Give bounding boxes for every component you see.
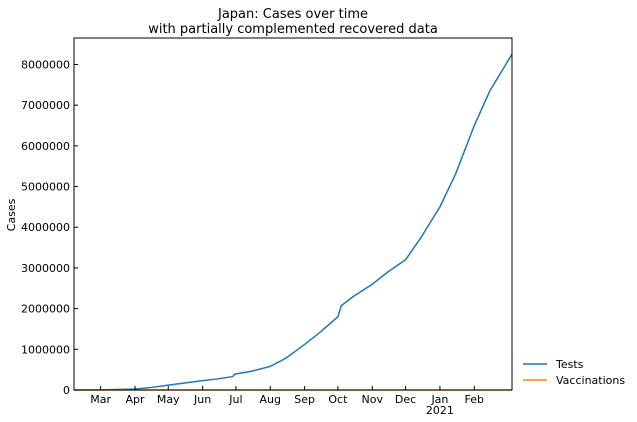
legend-label-vaccinations: Vaccinations (556, 374, 625, 387)
y-axis-ticks: 0 1000000 2000000 3000000 4000000 5000000 6000… (21, 58, 78, 397)
x-tick-label: Feb (465, 393, 484, 406)
x-tick-label: Oct (328, 393, 348, 406)
y-tick-label: 2000000 (21, 303, 70, 316)
x-tick-label: Sep (294, 393, 315, 406)
y-tick-label: 8000000 (21, 58, 70, 71)
chart-title-line2: with partially complemented recovered da… (148, 22, 438, 37)
series-line-tests (73, 53, 513, 391)
y-tick-label: 6000000 (21, 140, 70, 153)
x-tick-label: Jul (228, 393, 242, 406)
x-tick-label: Jan (430, 393, 448, 406)
y-axis-label: Cases (5, 198, 18, 231)
legend: Tests Vaccinations (523, 358, 625, 387)
x-tick-label: Dec (395, 393, 416, 406)
y-tick-label: 0 (63, 384, 70, 397)
series-layer (73, 53, 513, 391)
y-tick-label: 1000000 (21, 343, 70, 356)
y-tick-label: 4000000 (21, 221, 70, 234)
x-tick-label: Jun (193, 393, 211, 406)
x-tick-year-label: 2021 (426, 404, 454, 417)
x-tick-label: May (157, 393, 180, 406)
plot-frame (73, 37, 513, 391)
legend-label-tests: Tests (555, 358, 584, 371)
x-tick-label: Mar (90, 393, 111, 406)
y-tick-label: 5000000 (21, 181, 70, 194)
x-tick-label: Apr (125, 393, 145, 406)
y-tick-label: 7000000 (21, 99, 70, 112)
x-tick-label: Nov (362, 393, 384, 406)
y-tick-label: 3000000 (21, 262, 70, 275)
x-tick-label: Aug (260, 393, 281, 406)
chart-title-line1: Japan: Cases over time (217, 7, 368, 22)
